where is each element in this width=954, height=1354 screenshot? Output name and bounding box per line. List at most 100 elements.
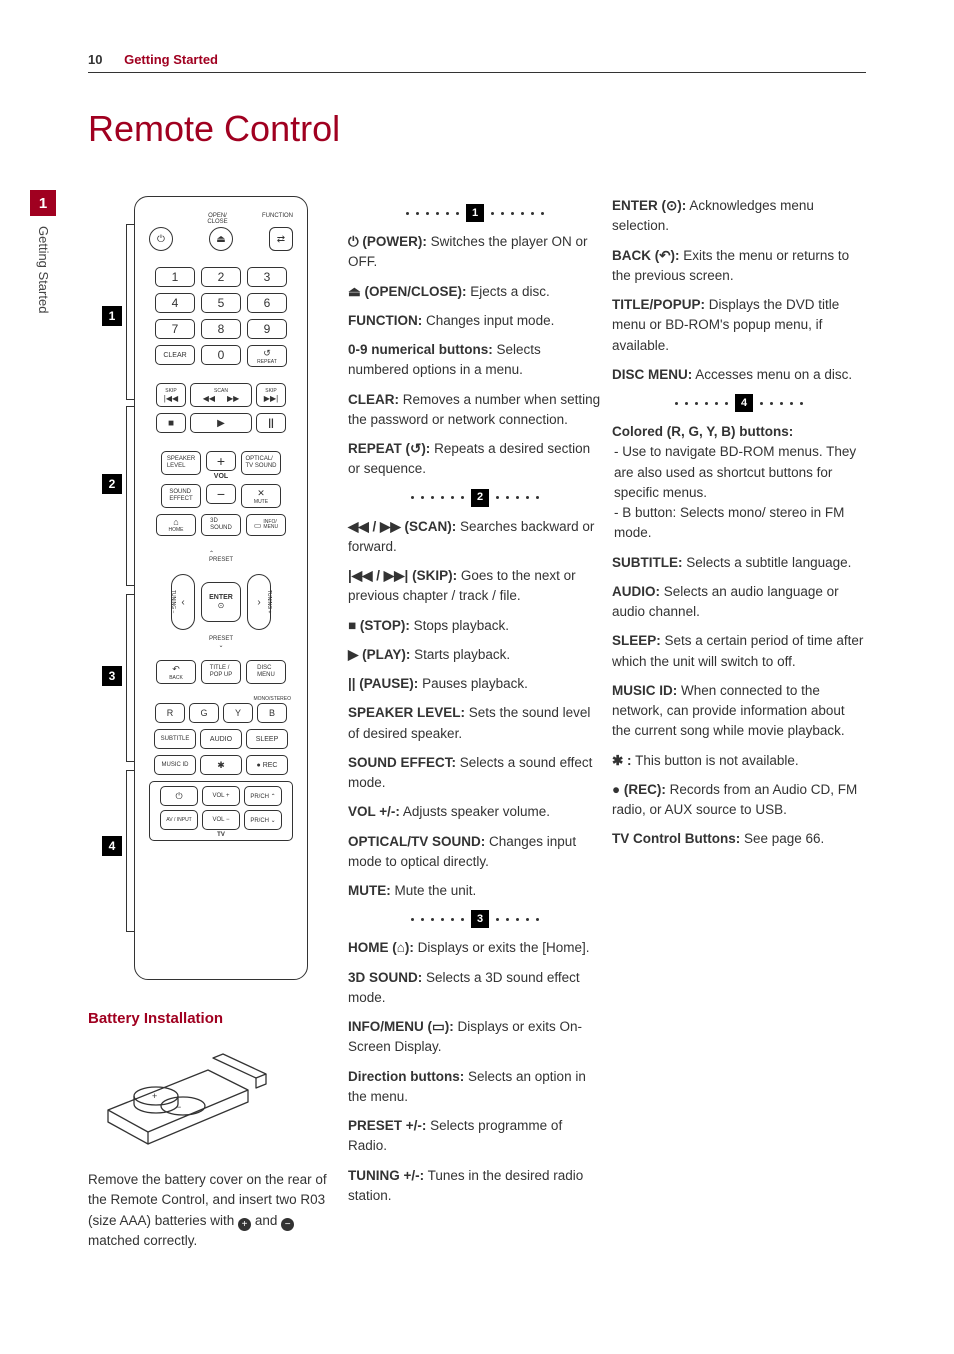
entry-term: ENTER (⊙): <box>612 198 686 213</box>
home-icon: ⌂ <box>173 517 178 527</box>
entry-term: || (PAUSE): <box>348 676 418 691</box>
description-entry: ▶ (PLAY): Starts playback. <box>348 645 602 665</box>
entry-term: AUDIO: <box>612 584 660 599</box>
section-badge-3: 3 <box>102 666 122 686</box>
yellow-button: Y <box>223 703 253 723</box>
entry-term: |◀◀ / ▶▶| (SKIP): <box>348 568 457 583</box>
entry-term: FUNCTION: <box>348 313 422 328</box>
description-entry: SOUND EFFECT: Selects a sound effect mod… <box>348 753 602 794</box>
entry-desc: Selects a subtitle language. <box>683 555 852 570</box>
description-entry: ⏏ (OPEN/CLOSE): Ejects a disc. <box>348 282 602 302</box>
green-button: G <box>189 703 219 723</box>
info-button: ▭ INFO/ MENU <box>246 514 286 536</box>
description-entry: SUBTITLE: Selects a subtitle language. <box>612 553 866 573</box>
title-popup-button: TITLE / POP UP <box>201 660 241 684</box>
description-entry: VOL +/-: Adjusts speaker volume. <box>348 802 602 822</box>
speaker-level-button: SPEAKER LEVEL <box>161 451 201 475</box>
vol-label: VOL <box>214 473 228 480</box>
blue-button: B <box>257 703 287 723</box>
header-rule <box>88 72 866 73</box>
remote-illustration: 1 2 3 4 OPEN/ CLOSE FUNCTION ⏻ ⏏ ⇄ 1 2 3 <box>88 196 328 980</box>
tv-volup-button: VOL + <box>202 786 240 806</box>
divider-1: 1 <box>348 204 602 222</box>
mute-icon: ✕ <box>257 488 265 499</box>
minus-icon: − <box>281 1218 294 1231</box>
description-entry: ■ (STOP): Stops playback. <box>348 616 602 636</box>
description-entry: BACK (↶): Exits the menu or returns to t… <box>612 246 866 287</box>
repeat-label: REPEAT <box>257 359 277 365</box>
function-button: ⇄ <box>269 227 293 251</box>
disc-menu-button: DISC MENU <box>246 660 286 684</box>
page-header: 10 Getting Started <box>88 52 218 67</box>
entry-term: SPEAKER LEVEL: <box>348 705 465 720</box>
skip-prev-button: SKIP |◀◀ <box>156 383 186 407</box>
description-entry: 3D SOUND: Selects a 3D sound effect mode… <box>348 968 602 1009</box>
description-column-2: ENTER (⊙): Acknowledges menu selection. B… <box>612 196 866 859</box>
description-entry: SLEEP: Sets a certain period of time aft… <box>612 631 866 672</box>
description-entry: AUDIO: Selects an audio language or audi… <box>612 582 866 623</box>
tv-label: TV <box>153 832 289 838</box>
svg-text:+: + <box>152 1091 157 1101</box>
enter-icon: ⊙ <box>218 601 225 610</box>
mute-label: MUTE <box>254 499 268 505</box>
num-0: 0 <box>201 345 241 365</box>
entry-term: PRESET +/-: <box>348 1118 426 1133</box>
entry-desc: Ejects a disc. <box>467 284 550 299</box>
scan-button: SCAN ◀◀ ▶▶ <box>190 383 252 407</box>
battery-illustration: + − <box>88 1040 278 1150</box>
pause-button: || <box>256 413 286 433</box>
num-1: 1 <box>155 267 195 287</box>
sound-effect-button: SOUND EFFECT <box>161 484 201 508</box>
entry-term: VOL +/-: <box>348 804 400 819</box>
home-button: ⌂ HOME <box>156 514 196 536</box>
description-entry: DISC MENU: Accesses menu on a disc. <box>612 365 866 385</box>
page-title: Remote Control <box>88 108 340 150</box>
bracket-3 <box>126 594 134 762</box>
description-entry: ● (REC): Records from an Audio CD, FM ra… <box>612 780 866 821</box>
nav-right: › TUNING + <box>247 574 271 630</box>
description-entry: REPEAT (↺): Repeats a desired section or… <box>348 439 602 480</box>
tab-number: 1 <box>30 190 56 216</box>
section-name: Getting Started <box>124 52 218 67</box>
entry-term: REPEAT (↺): <box>348 441 430 456</box>
skip-next-button: SKIP ▶▶| <box>256 383 286 407</box>
entry-term: SOUND EFFECT: <box>348 755 456 770</box>
description-entry: TITLE/POPUP: Displays the DVD title menu… <box>612 295 866 356</box>
entry-desc: Displays or exits the [Home]. <box>414 940 590 955</box>
back-label: BACK <box>169 675 183 681</box>
entry-term: 0-9 numerical buttons: <box>348 342 493 357</box>
info-label: INFO/ MENU <box>263 520 278 531</box>
battery-text: Remove the battery cover on the rear of … <box>88 1170 328 1251</box>
back-icon: ↶ <box>172 664 180 675</box>
red-button: R <box>155 703 185 723</box>
open-close-label: OPEN/ CLOSE <box>207 213 227 225</box>
description-column-1: 1 ⏻ (POWER): Switches the player ON or O… <box>348 196 602 1215</box>
entry-term: ⏻ (POWER): <box>348 234 427 249</box>
entry-term: HOME (⌂): <box>348 940 414 955</box>
bracket-4 <box>126 770 134 932</box>
divider-3: 3 <box>348 910 602 928</box>
enter-button: ENTER ⊙ <box>201 582 241 622</box>
description-entry: ✱ : This button is not available. <box>612 751 866 771</box>
tv-power-button: ⏻ <box>160 786 198 806</box>
entry-term: 3D SOUND: <box>348 970 422 985</box>
colored-line-2: - B button: Selects mono/ stereo in FM m… <box>612 503 866 544</box>
description-entry: ENTER (⊙): Acknowledges menu selection. <box>612 196 866 237</box>
div-badge-1: 1 <box>466 204 484 222</box>
description-entry: TUNING +/-: Tunes in the desired radio s… <box>348 1166 602 1207</box>
plus-icon: + <box>238 1218 251 1231</box>
entry-desc: Pauses playback. <box>418 676 528 691</box>
description-entry: OPTICAL/TV SOUND: Changes input mode to … <box>348 832 602 873</box>
description-entry: TV Control Buttons: See page 66. <box>612 829 866 849</box>
function-label: FUNCTION <box>262 213 293 225</box>
battery-title: Battery Installation <box>88 1010 223 1027</box>
scan-fwd-icon: ▶▶ <box>227 394 239 403</box>
back-button: ↶ BACK <box>156 660 196 684</box>
num-4: 4 <box>155 293 195 313</box>
eject-button: ⏏ <box>209 227 233 251</box>
entry-term: ■ (STOP): <box>348 618 410 633</box>
skip-next-icon: ▶▶| <box>264 394 278 403</box>
description-entry: PRESET +/-: Selects programme of Radio. <box>348 1116 602 1157</box>
section-badge-2: 2 <box>102 474 122 494</box>
num-8: 8 <box>201 319 241 339</box>
